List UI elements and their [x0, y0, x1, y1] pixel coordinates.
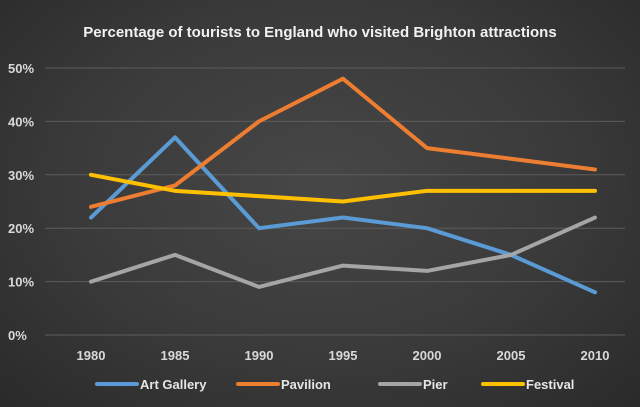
y-tick-label: 20%	[8, 221, 34, 236]
legend: Art Gallery Pavilion Pier Festival	[95, 377, 574, 392]
series-line-festival	[89, 172, 597, 204]
y-tick-label: 50%	[8, 61, 34, 76]
x-tick-label: 1985	[161, 348, 190, 363]
x-tick-label: 1980	[77, 348, 106, 363]
x-tick-label: 1990	[245, 348, 274, 363]
y-tick-label: 0%	[8, 328, 27, 343]
legend-label: Pavilion	[281, 377, 331, 392]
legend-label: Pier	[423, 377, 448, 392]
grid-lines	[45, 67, 625, 336]
y-tick-label: 40%	[8, 114, 34, 129]
series-line-pier	[89, 215, 597, 289]
series-lines	[89, 76, 597, 295]
x-axis-ticks: 1980 1985 1990 1995 2000 2005 2010	[77, 348, 610, 363]
y-tick-label: 30%	[8, 168, 34, 183]
y-tick-label: 10%	[8, 275, 34, 290]
x-tick-label: 2010	[581, 348, 610, 363]
series-line-pavilion	[89, 76, 597, 209]
y-axis-ticks: 0% 10% 20% 30% 40% 50%	[8, 61, 34, 343]
x-tick-label: 1995	[329, 348, 358, 363]
legend-label: Art Gallery	[140, 377, 207, 392]
chart-title: Percentage of tourists to England who vi…	[83, 24, 556, 41]
legend-label: Festival	[526, 377, 574, 392]
x-tick-label: 2005	[497, 348, 526, 363]
x-tick-label: 2000	[413, 348, 442, 363]
